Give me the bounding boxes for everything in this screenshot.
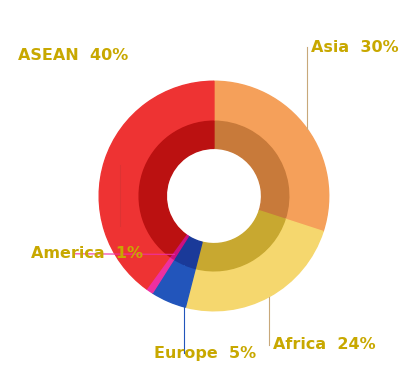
Wedge shape [174, 236, 202, 269]
Text: Europe  5%: Europe 5% [155, 346, 257, 361]
Wedge shape [214, 81, 329, 231]
Wedge shape [185, 219, 323, 311]
Wedge shape [152, 259, 195, 307]
Wedge shape [139, 121, 214, 256]
Wedge shape [147, 256, 174, 293]
Wedge shape [170, 234, 189, 259]
Text: America  1%: America 1% [31, 246, 143, 261]
Wedge shape [99, 81, 214, 289]
Wedge shape [195, 211, 285, 271]
Wedge shape [214, 121, 289, 219]
Text: Asia  30%: Asia 30% [311, 40, 399, 55]
Text: ASEAN  40%: ASEAN 40% [18, 48, 129, 63]
Text: Africa  24%: Africa 24% [273, 337, 376, 352]
